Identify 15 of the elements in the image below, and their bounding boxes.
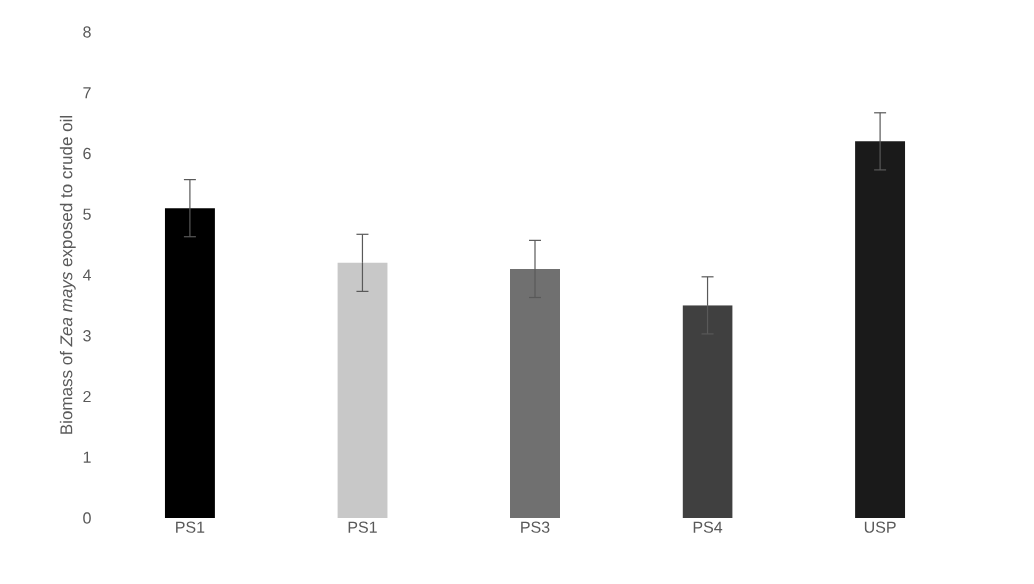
y-tick-label: 0 [83,512,91,524]
x-tick-label: PS3 [521,521,550,533]
x-tick-label: USP [864,521,896,533]
y-tick-label: 2 [83,390,91,403]
x-tick-label: PS1 [348,521,377,533]
x-tick-label: PS4 [693,521,723,533]
y-tick-label: 5 [83,208,91,220]
y-tick-label: 7 [83,87,91,99]
y-tick-label: 1 [83,451,91,463]
y-tick-label: 4 [82,269,91,281]
y-tick-label: 3 [83,330,91,342]
y-axis-title: Biomass of Zea mays exposed to crude oil [59,116,76,434]
y-tick-label: 8 [83,26,91,38]
y-tick-label: 6 [83,147,91,160]
x-tick-label: PS1 [176,521,205,533]
